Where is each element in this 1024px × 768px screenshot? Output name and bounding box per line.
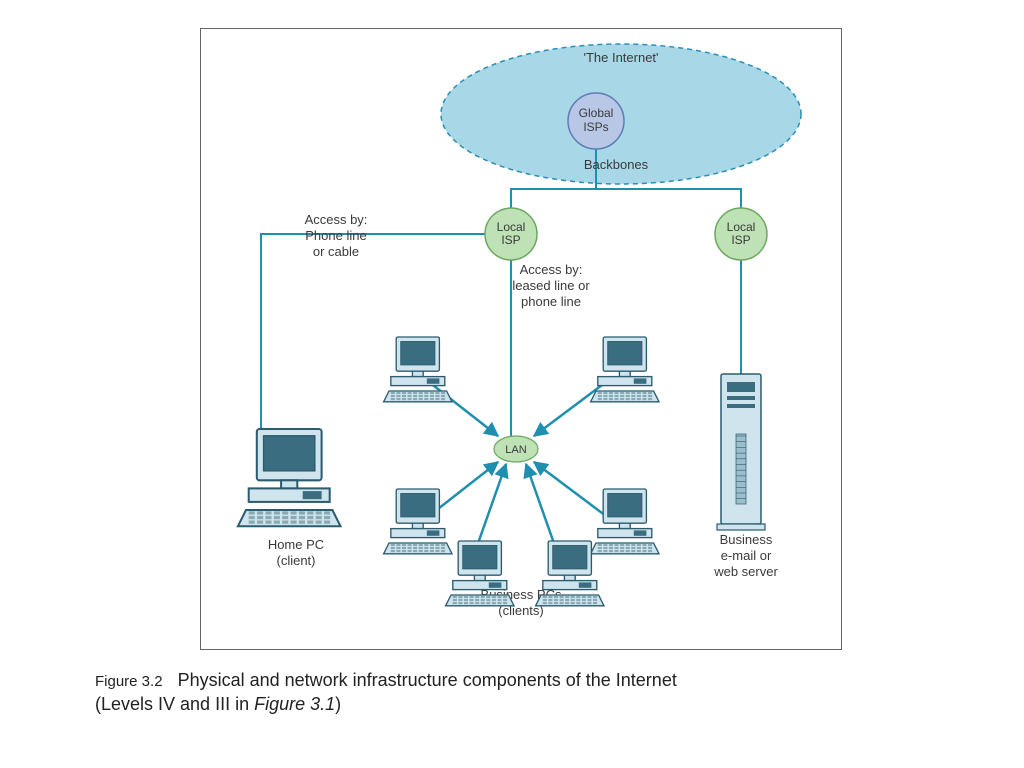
svg-text:Backbones: Backbones [584,157,649,172]
lan-arrow [526,464,556,549]
svg-text:Local: Local [727,220,756,234]
svg-text:ISPs: ISPs [583,120,608,134]
biz-pc-5-icon [446,541,514,606]
biz-pc-4-icon [591,489,659,554]
svg-text:Access by:: Access by: [305,212,368,227]
svg-text:(client): (client) [276,553,315,568]
svg-text:Phone line: Phone line [305,228,366,243]
svg-text:ISP: ISP [731,233,750,247]
svg-text:LAN: LAN [505,444,526,456]
diagram-frame: GlobalISPs'The Internet'BackbonesLocalIS… [200,28,842,650]
svg-text:Access by:: Access by: [520,262,583,277]
svg-text:e-mail or: e-mail or [721,548,772,563]
caption-line2-prefix: (Levels IV and III in [95,694,254,714]
svg-text:Local: Local [497,220,526,234]
figure-number: Figure 3.2 [95,673,163,690]
diagram-svg: GlobalISPs'The Internet'BackbonesLocalIS… [201,29,841,649]
lan-arrow [534,462,606,516]
lan-arrow [534,382,606,436]
biz-pc-2-icon [591,337,659,402]
caption-line1: Physical and network infrastructure comp… [178,670,677,690]
svg-text:Home PC: Home PC [268,537,324,552]
svg-text:Global: Global [579,106,614,120]
figure-caption: Figure 3.2 Physical and network infrastr… [95,668,925,717]
svg-text:'The Internet': 'The Internet' [583,50,658,65]
server-icon [717,374,765,530]
lan-arrow [429,382,498,436]
svg-text:or cable: or cable [313,244,359,259]
svg-text:web server: web server [713,564,778,579]
home-pc-icon [238,429,341,526]
svg-text:phone line: phone line [521,294,581,309]
caption-line2-suffix: ) [335,694,341,714]
caption-line2-italic: Figure 3.1 [254,694,335,714]
biz-pc-1-icon [384,337,452,402]
biz-pc-3-icon [384,489,452,554]
svg-text:Business: Business [720,532,773,547]
svg-text:ISP: ISP [501,233,520,247]
svg-text:leased line or: leased line or [512,278,590,293]
